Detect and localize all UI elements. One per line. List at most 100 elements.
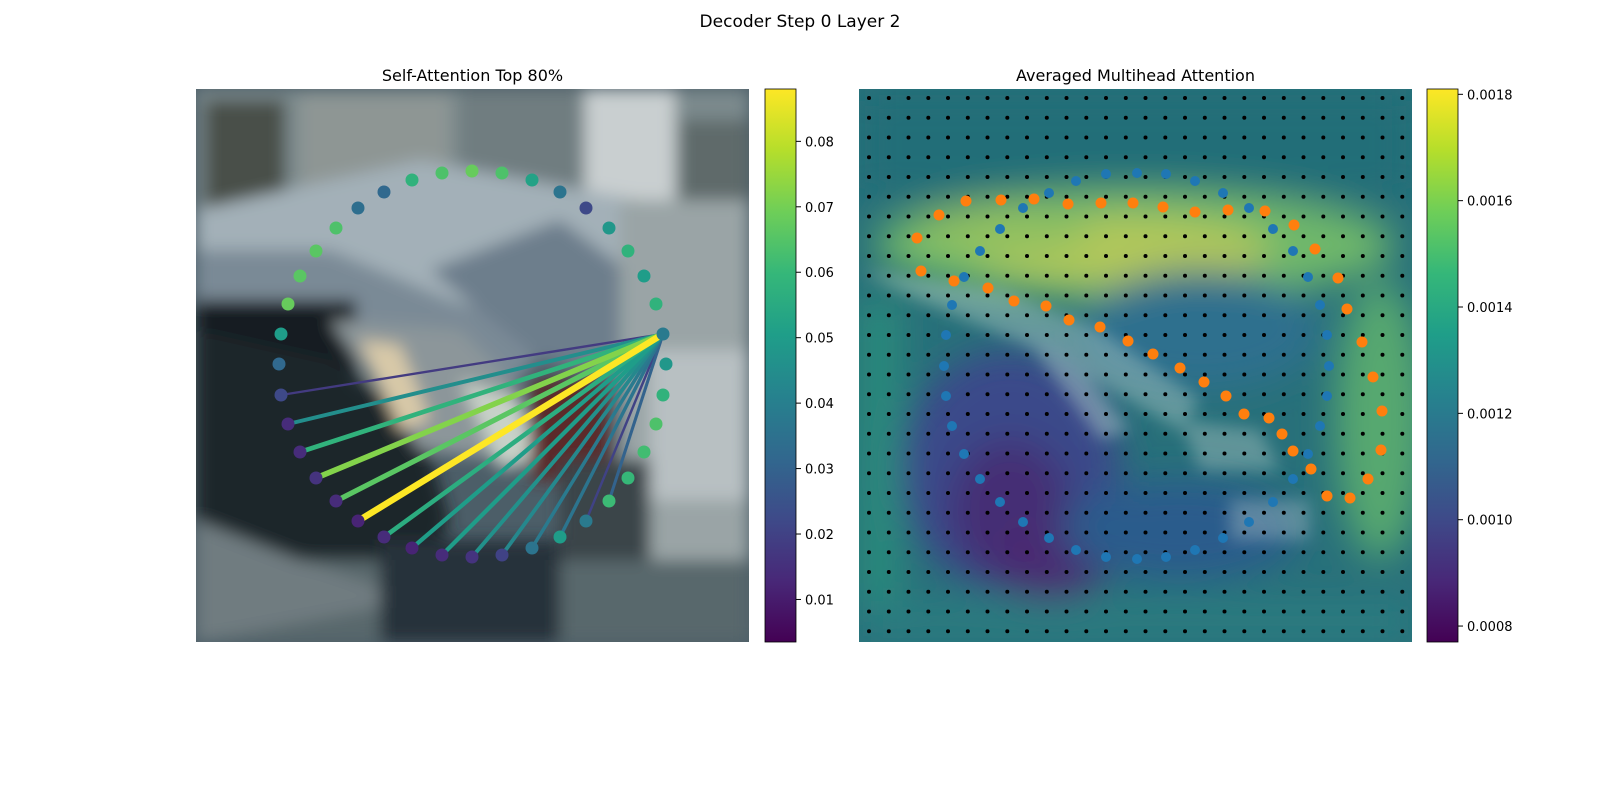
grid-point <box>965 155 970 160</box>
grid-point <box>1341 135 1345 140</box>
orange-point <box>1259 205 1271 217</box>
grid-point <box>867 372 871 377</box>
attention-line <box>558 333 665 538</box>
grid-point <box>926 431 931 436</box>
grid-point <box>1222 471 1227 476</box>
grid-point <box>1044 372 1049 377</box>
attention-point <box>351 201 365 215</box>
blue-point <box>1190 545 1200 555</box>
grid-point <box>1301 609 1306 614</box>
attention-point <box>637 269 651 283</box>
grid-point <box>1084 451 1089 456</box>
orange-point <box>1189 206 1201 218</box>
grid-point <box>1143 629 1148 634</box>
grid-point <box>867 412 871 416</box>
grid-point <box>1183 431 1187 436</box>
grid-point <box>1242 254 1247 258</box>
grid-point <box>1360 609 1365 614</box>
grid-point <box>1104 135 1108 140</box>
grid-point <box>1084 471 1089 476</box>
grid-point <box>1123 629 1128 634</box>
right-colorbar <box>1426 88 1459 643</box>
colorbar-tick-label: 0.0018 <box>1467 88 1513 103</box>
grid-point <box>1104 293 1108 298</box>
grid-point <box>985 333 990 337</box>
grid-point <box>926 155 931 160</box>
grid-point <box>926 352 931 357</box>
grid-point <box>926 175 931 179</box>
grid-point <box>946 530 950 535</box>
attention-point <box>351 514 365 528</box>
grid-point <box>1242 451 1247 456</box>
grid-point <box>926 491 931 495</box>
grid-point <box>1242 214 1247 219</box>
grid-point <box>1104 491 1108 495</box>
grid-point <box>1400 352 1405 357</box>
grid-point <box>1360 194 1365 199</box>
grid-point <box>1005 570 1010 574</box>
grid-point <box>946 313 950 318</box>
grid-point <box>1183 451 1187 456</box>
grid-point <box>886 273 891 278</box>
grid-point <box>886 96 891 100</box>
grid-point <box>1281 609 1286 614</box>
grid-point <box>1163 491 1168 495</box>
grid-point <box>1341 431 1345 436</box>
grid-point <box>1242 352 1247 357</box>
blue-point <box>1161 552 1171 562</box>
grid-point <box>1202 135 1207 140</box>
grid-point <box>1380 214 1385 219</box>
grid-point <box>1084 175 1089 179</box>
grid-point <box>1341 96 1345 100</box>
grid-point <box>1281 214 1286 219</box>
grid-point <box>1242 471 1247 476</box>
grid-point <box>906 491 911 495</box>
colorbar-tick-label: 0.0014 <box>1467 301 1513 316</box>
blue-point <box>1071 545 1081 555</box>
grid-point <box>1084 293 1089 298</box>
grid-point <box>1183 96 1187 100</box>
grid-point <box>946 412 950 416</box>
attention-point <box>435 548 449 562</box>
orange-point <box>1341 303 1353 315</box>
orange-point <box>1276 428 1288 440</box>
grid-point <box>1262 175 1266 179</box>
grid-point <box>1084 372 1089 377</box>
grid-point <box>906 135 911 140</box>
orange-point <box>1147 348 1159 360</box>
grid-point <box>1064 570 1069 574</box>
grid-point <box>926 234 931 239</box>
blue-point <box>1244 517 1254 527</box>
grid-point <box>946 629 950 634</box>
grid-point <box>1005 609 1010 614</box>
grid-point <box>1143 333 1148 337</box>
orange-point <box>1376 405 1388 417</box>
grid-point <box>1084 194 1089 199</box>
grid-point <box>1262 629 1266 634</box>
grid-point <box>1183 412 1187 416</box>
grid-point <box>1064 175 1069 179</box>
grid-point <box>867 352 871 357</box>
orange-point <box>1127 197 1139 209</box>
grid-point <box>1380 471 1385 476</box>
grid-point <box>886 214 891 219</box>
grid-point <box>965 254 970 258</box>
grid-point <box>1242 333 1247 337</box>
grid-point <box>1360 510 1365 515</box>
orange-point <box>982 282 994 294</box>
grid-point <box>1341 234 1345 239</box>
grid-point <box>946 431 950 436</box>
attention-point <box>465 164 479 178</box>
grid-point <box>1281 333 1286 337</box>
grid-point <box>1044 609 1049 614</box>
grid-point <box>1064 135 1069 140</box>
blue-point <box>975 246 985 256</box>
grid-point <box>1044 589 1049 594</box>
grid-point <box>965 510 970 515</box>
grid-point <box>1321 313 1326 318</box>
grid-point <box>867 471 871 476</box>
grid-point <box>1222 293 1227 298</box>
left-background-photo <box>196 89 749 642</box>
grid-point <box>1360 491 1365 495</box>
